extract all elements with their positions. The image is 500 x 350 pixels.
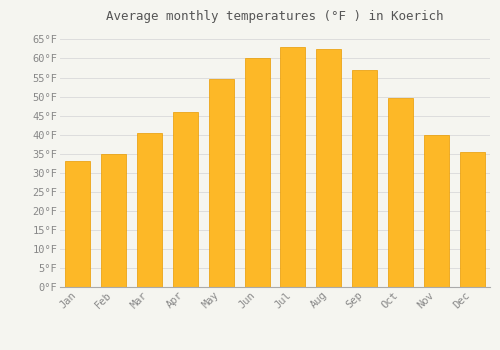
Bar bbox=[388, 98, 413, 287]
Bar bbox=[460, 152, 484, 287]
Bar bbox=[280, 47, 305, 287]
Bar bbox=[244, 58, 270, 287]
Bar bbox=[137, 133, 162, 287]
Bar bbox=[424, 135, 449, 287]
Bar bbox=[352, 70, 377, 287]
Bar bbox=[316, 49, 342, 287]
Bar bbox=[101, 154, 126, 287]
Bar bbox=[66, 161, 90, 287]
Title: Average monthly temperatures (°F ) in Koerich: Average monthly temperatures (°F ) in Ko… bbox=[106, 10, 444, 23]
Bar bbox=[173, 112, 198, 287]
Bar bbox=[208, 79, 234, 287]
